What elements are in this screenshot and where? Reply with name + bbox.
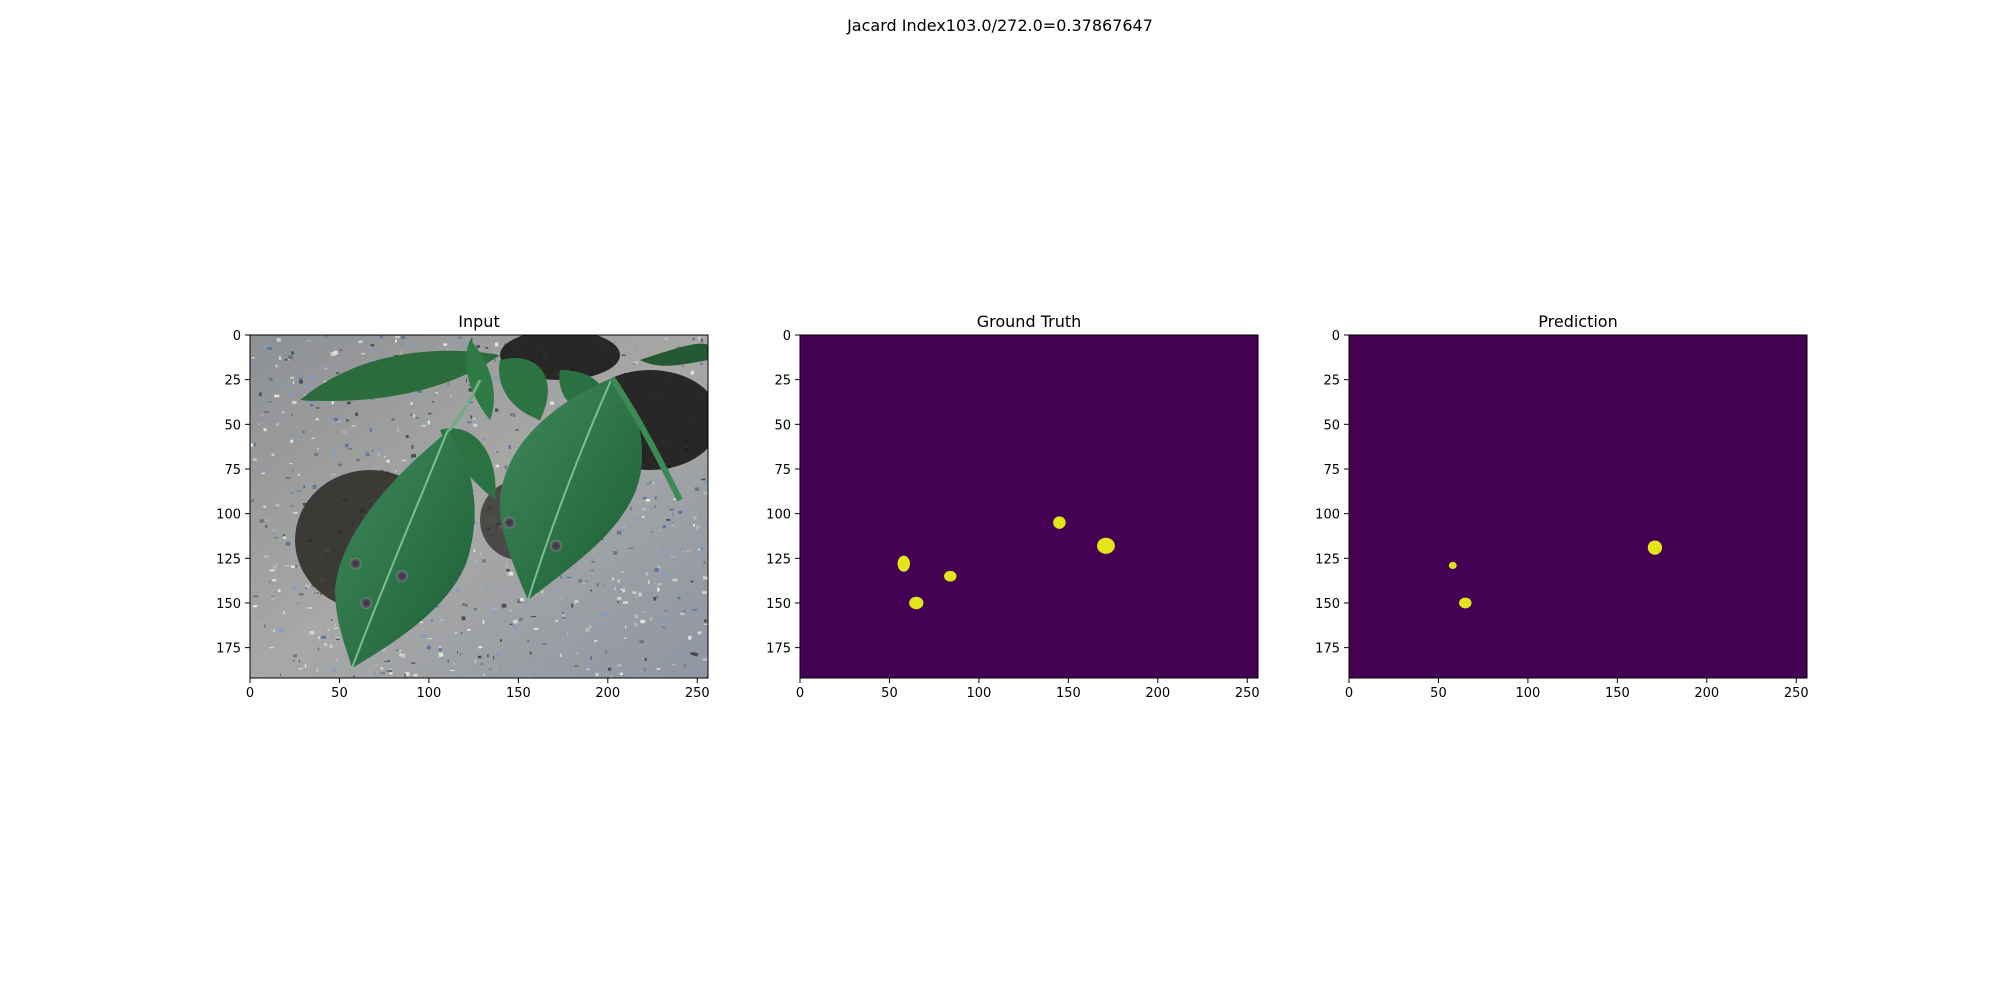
leaf-spot bbox=[349, 557, 362, 570]
mask-background bbox=[800, 335, 1258, 678]
mask-blob bbox=[1096, 537, 1115, 554]
x-tick-label: 0 bbox=[1345, 686, 1353, 701]
y-tick-label: 150 bbox=[216, 597, 241, 612]
y-tick-label: 75 bbox=[1323, 463, 1340, 478]
mask-blob bbox=[1448, 561, 1457, 570]
mask-blob bbox=[1647, 540, 1663, 555]
x-tick-label: 200 bbox=[595, 686, 620, 701]
x-tick-label: 0 bbox=[246, 686, 254, 701]
axes-frame bbox=[1348, 334, 1808, 679]
axis-ticks: 0 50 100 150 200 250 0 25 50 75 100 125 150 175 bbox=[216, 329, 710, 701]
panel-input: Input 0 50 100 1 bbox=[216, 312, 710, 701]
x-tick-label: 100 bbox=[1515, 686, 1540, 701]
axes-frame bbox=[799, 334, 1259, 679]
y-tick-label: 175 bbox=[216, 642, 241, 657]
x-tick-label: 200 bbox=[1694, 686, 1719, 701]
y-tick-label: 125 bbox=[766, 552, 791, 567]
axis-ticks: 0 50 100 150 200 250 0 25 50 75 100 125 150 175 bbox=[1315, 329, 1809, 701]
y-tick-label: 175 bbox=[1315, 642, 1340, 657]
x-tick-label: 100 bbox=[416, 686, 441, 701]
x-tick-label: 100 bbox=[966, 686, 991, 701]
y-tick-label: 75 bbox=[224, 463, 241, 478]
leaf-spots bbox=[349, 516, 562, 609]
y-tick-label: 100 bbox=[1315, 508, 1340, 523]
x-tick-label: 150 bbox=[506, 686, 531, 701]
x-tick-label: 50 bbox=[881, 686, 898, 701]
panel-title: Ground Truth bbox=[977, 312, 1082, 331]
mask-blob bbox=[944, 570, 957, 582]
y-tick-label: 125 bbox=[216, 552, 241, 567]
x-tick-label: 200 bbox=[1145, 686, 1170, 701]
x-tick-label: 0 bbox=[796, 686, 804, 701]
panel-prediction: Prediction 0 50 100 150 200 250 0 25 50 75 100 125 1… bbox=[1315, 312, 1809, 701]
y-tick-label: 50 bbox=[224, 418, 241, 433]
leaf-spot bbox=[503, 516, 516, 529]
y-tick-label: 50 bbox=[774, 418, 791, 433]
input-photo bbox=[250, 335, 708, 678]
y-tick-label: 125 bbox=[1315, 552, 1340, 567]
mask-background bbox=[1349, 335, 1807, 678]
y-tick-label: 150 bbox=[766, 597, 791, 612]
y-tick-label: 0 bbox=[1332, 329, 1340, 344]
y-tick-label: 100 bbox=[766, 508, 791, 523]
y-tick-label: 100 bbox=[216, 508, 241, 523]
x-tick-label: 50 bbox=[1430, 686, 1447, 701]
mask-blobs bbox=[1448, 540, 1663, 609]
panel-title: Input bbox=[458, 312, 499, 331]
y-tick-label: 25 bbox=[224, 374, 241, 389]
mask-blob bbox=[897, 555, 911, 572]
y-tick-label: 50 bbox=[1323, 418, 1340, 433]
x-tick-label: 250 bbox=[1235, 686, 1260, 701]
mask-blob bbox=[1053, 516, 1066, 529]
y-tick-label: 0 bbox=[233, 329, 241, 344]
x-tick-label: 150 bbox=[1605, 686, 1630, 701]
y-tick-label: 150 bbox=[1315, 597, 1340, 612]
x-tick-label: 150 bbox=[1056, 686, 1081, 701]
x-tick-label: 50 bbox=[331, 686, 348, 701]
mask-blobs bbox=[897, 516, 1115, 610]
y-tick-label: 25 bbox=[774, 374, 791, 389]
x-tick-label: 250 bbox=[1784, 686, 1809, 701]
panel-ground-truth: Ground Truth 0 50 100 150 200 250 0 25 50 75 100 12… bbox=[766, 312, 1260, 701]
y-tick-label: 0 bbox=[783, 329, 791, 344]
leaf-spot bbox=[549, 539, 562, 552]
leaf-spot bbox=[360, 596, 373, 609]
leaf-spot bbox=[396, 570, 409, 583]
figure-title: Jacard Index103.0/272.0=0.37867647 bbox=[847, 16, 1153, 35]
y-tick-label: 175 bbox=[766, 642, 791, 657]
x-tick-label: 250 bbox=[685, 686, 710, 701]
panel-title: Prediction bbox=[1538, 312, 1617, 331]
mask-blob bbox=[909, 596, 924, 610]
mask-blob bbox=[1459, 597, 1472, 609]
y-tick-label: 75 bbox=[774, 463, 791, 478]
y-tick-label: 25 bbox=[1323, 374, 1340, 389]
axis-ticks: 0 50 100 150 200 250 0 25 50 75 100 125 150 175 bbox=[766, 329, 1260, 701]
axes-frame bbox=[249, 334, 709, 679]
